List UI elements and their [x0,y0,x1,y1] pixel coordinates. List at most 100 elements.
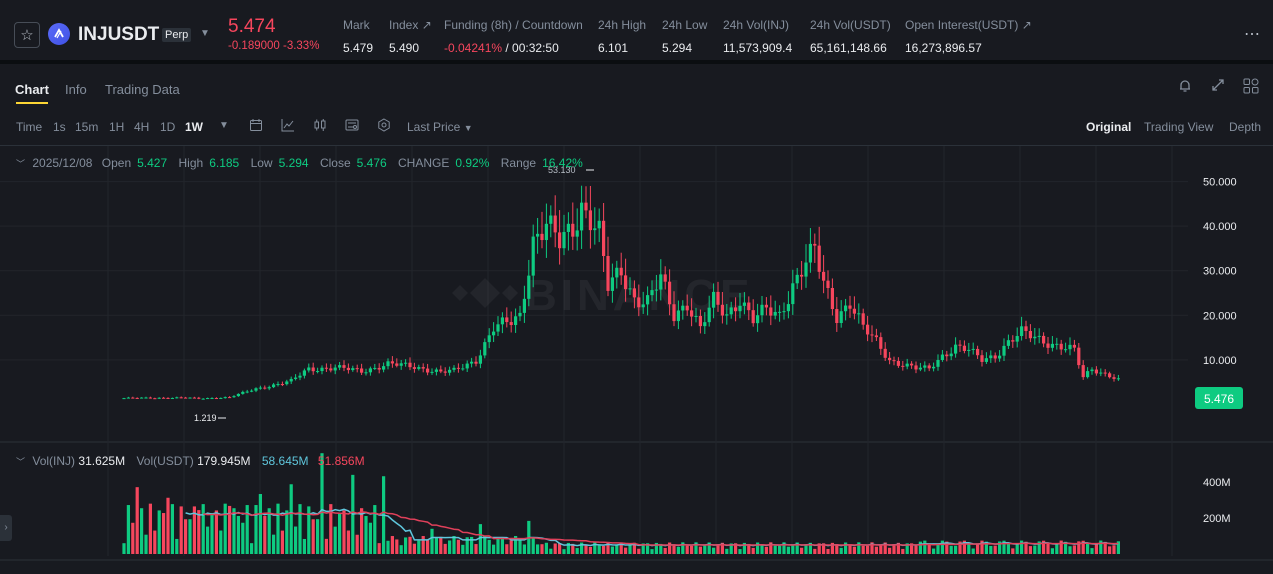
volume-legend: ﹀ Vol(INJ) 31.625M Vol(USDT) 179.945M 58… [16,454,365,468]
volume-bar [800,547,804,554]
volume-bar [518,539,522,554]
volume-bar [901,548,905,554]
settings-sliders-icon[interactable] [344,118,360,134]
price-tick-label: 50.000 [1203,177,1237,189]
interval-time[interactable]: Time [16,120,43,134]
view-trading-view[interactable]: Trading View [1144,120,1214,134]
volume-bar [707,542,711,554]
symbol-dropdown-chevron-icon[interactable]: ▼ [200,28,210,39]
view-depth[interactable]: Depth [1229,120,1262,134]
interval-4h[interactable]: 4H [134,120,150,134]
candle-body [1086,371,1090,378]
candle-body [509,322,513,326]
inj-coin-icon [48,23,70,45]
price-tick-label: 40.000 [1203,221,1237,233]
candle-body [531,236,535,276]
volume-collapse-chevron-icon[interactable]: ﹀ [16,457,26,467]
candlestick-chart[interactable]: BINANCE 50.00040.00030.00020.00010.00040… [0,146,1273,574]
candle-body [307,367,311,371]
candle-body [527,275,531,299]
volume-bar [1090,548,1094,554]
candle-body [241,391,245,394]
volume-bar [1059,540,1063,554]
candle-body [206,398,210,400]
bell-icon[interactable] [1178,78,1192,97]
volume-bar [896,542,900,554]
volume-bar [346,530,350,554]
hexagon-settings-icon[interactable] [376,118,392,134]
volume-bar [329,504,333,554]
tab-info[interactable]: Info [65,82,87,97]
candle-body [1108,373,1112,378]
candle-body [285,381,289,385]
volume-bar [1086,543,1090,554]
volume-bar [307,506,311,554]
candle-body [624,275,628,290]
layout-grid-icon[interactable] [1243,78,1259,98]
candle-body [465,363,469,369]
view-original[interactable]: Original [1086,120,1132,134]
legend-low: 5.294 [278,156,309,170]
indicators-icon[interactable] [280,118,296,134]
candle-body [184,397,188,399]
interval-15m[interactable]: 15m [75,120,99,134]
candle-body [672,304,676,322]
candle-body [439,369,443,372]
interval-1d[interactable]: 1D [160,120,176,134]
candle-body [588,210,592,231]
volume-bar [1024,541,1028,554]
candle-body [1064,349,1068,351]
volume-bar [1033,545,1037,554]
stat-open-interest[interactable]: Open Interest(USDT) ↗ 16,273,896.57 [905,18,1032,55]
interval-dropdown-chevron-icon[interactable]: ▼ [219,120,229,131]
tab-trading-data[interactable]: Trading Data [105,82,180,97]
interval-1s[interactable]: 1s [53,120,66,134]
candle-body [1033,336,1037,339]
stat-index[interactable]: Index ↗ 5.490 [389,18,432,55]
legend-collapse-chevron-icon[interactable]: ﹀ [16,159,26,169]
candle-body [927,365,931,369]
candle-body [197,397,201,399]
volume-bar [588,546,592,554]
candle-body [1068,344,1072,350]
volume-bar [703,544,707,554]
candle-body [918,367,922,370]
volume-bar [786,546,790,554]
volume-ma2-line [203,511,1119,546]
candle-body [1020,326,1024,337]
more-options-icon[interactable]: ⋯ [1244,26,1261,43]
candle-body [1081,365,1085,378]
candle-body [940,354,944,361]
candle-body [373,367,377,369]
volume-bar [998,541,1002,554]
calendar-icon[interactable] [248,118,264,134]
candle-body [566,223,570,232]
symbol-name[interactable]: INJUSDT [78,24,160,45]
candle-body [646,295,650,305]
interval-1h[interactable]: 1H [109,120,125,134]
price-type-select[interactable]: Last Price ▼ [407,120,473,134]
volume-bar [140,508,144,554]
candle-body [558,232,562,249]
volume-bar [360,508,364,554]
volume-bar [135,487,139,554]
favorite-star-icon[interactable]: ☆ [14,22,40,48]
candle-body [738,305,742,312]
expand-panel-chevron-icon[interactable]: › [0,515,12,541]
candle-body [615,267,619,278]
candle-type-icon[interactable] [312,118,328,134]
fullscreen-icon[interactable] [1211,78,1225,96]
volume-bar [1006,543,1010,554]
tab-chart[interactable]: Chart [15,82,49,97]
candle-body [901,365,905,367]
interval-1w[interactable]: 1W [185,120,203,134]
candle-body [580,202,584,231]
max-marker: 53.130 [548,165,594,175]
candle-body [773,311,777,316]
volume-bar [373,505,377,554]
candle-body [835,309,839,324]
volume-bar [267,508,271,554]
stat-value: 5.294 [662,41,693,55]
volume-bar [936,543,940,554]
candle-body [263,387,267,389]
